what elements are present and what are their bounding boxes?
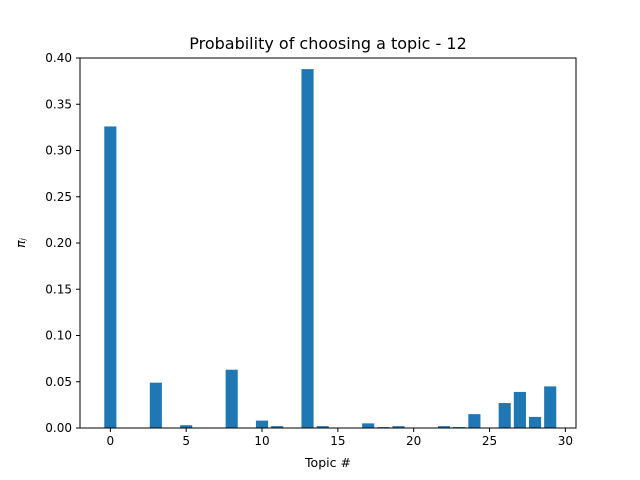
bar-topic-10 — [255, 420, 269, 428]
bar-topic-27 — [513, 391, 526, 428]
bar-topic-3 — [149, 382, 162, 428]
bar-topic-22 — [437, 426, 451, 428]
x-tick-label: 10 — [254, 434, 269, 448]
bar-topic-13 — [301, 69, 314, 428]
y-tick-label: 0.25 — [45, 190, 72, 204]
x-tick-label: 25 — [482, 434, 497, 448]
y-axis-ticks: 0.00 0.05 0.10 0.15 0.20 0.25 0.30 0.35 0.40 — [45, 51, 80, 435]
chart-title: Probability of choosing a topic - 12 — [189, 34, 467, 53]
bar-topic-14 — [316, 426, 329, 428]
bar-topic-0 — [104, 126, 117, 428]
y-tick-label: 0.35 — [45, 97, 72, 111]
bar-topic-5 — [180, 425, 193, 428]
bar-topic-8 — [225, 369, 238, 428]
plot-frame — [79, 57, 577, 429]
y-axis-label: πⱼ — [13, 237, 28, 248]
y-tick-label: 0.15 — [45, 282, 72, 296]
x-tick-label: 5 — [182, 434, 190, 448]
bar-topic-17 — [362, 423, 375, 428]
y-tick-label: 0.10 — [45, 329, 72, 343]
bar-topic-28 — [528, 416, 542, 428]
x-tick-label: 30 — [558, 434, 573, 448]
bar-topic-24 — [468, 414, 481, 428]
x-axis-ticks: 0 5 10 15 20 25 30 — [107, 428, 573, 448]
x-tick-label: 15 — [330, 434, 345, 448]
y-tick-label: 0.30 — [45, 144, 72, 158]
bars — [104, 69, 557, 428]
bar-topic-19 — [392, 426, 405, 428]
bar-topic-29 — [544, 386, 557, 428]
y-tick-label: 0.20 — [45, 236, 72, 250]
bar-topic-11 — [271, 426, 284, 428]
y-tick-label: 0.40 — [45, 51, 72, 65]
x-tick-label: 0 — [107, 434, 115, 448]
y-tick-label: 0.00 — [45, 421, 72, 435]
bar-topic-26 — [498, 403, 511, 428]
y-tick-label: 0.05 — [45, 375, 72, 389]
x-tick-label: 20 — [406, 434, 421, 448]
x-axis-label: Topic # — [304, 455, 351, 470]
